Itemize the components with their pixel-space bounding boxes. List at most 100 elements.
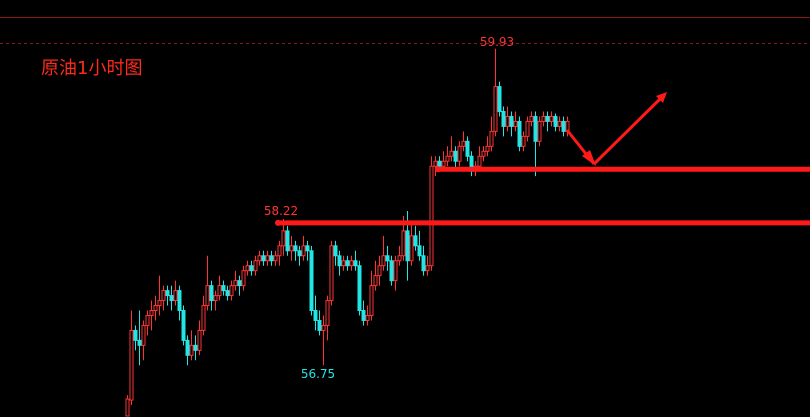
candle-body: [489, 130, 494, 147]
candle: [517, 116, 522, 152]
candle-body: [357, 265, 362, 312]
candle-body: [377, 265, 382, 277]
candle-body: [137, 339, 142, 346]
candle-body: [217, 285, 222, 297]
candle-body: [189, 344, 194, 356]
candle-body: [233, 280, 238, 287]
candle-body: [209, 285, 214, 302]
candle-body: [193, 344, 198, 351]
candle: [353, 250, 358, 271]
candle-body: [557, 120, 562, 127]
candle: [429, 156, 434, 271]
candle: [129, 310, 134, 406]
candle-body: [317, 319, 322, 331]
candle: [201, 295, 206, 336]
candle-body: [425, 265, 430, 272]
candle-body: [457, 145, 462, 162]
candle: [329, 240, 334, 306]
candle: [229, 280, 234, 301]
candle-body: [213, 295, 218, 302]
candle-body: [353, 260, 358, 267]
candle-body: [325, 300, 330, 326]
candle-body: [345, 260, 350, 267]
candle-body: [205, 285, 210, 307]
candle-body: [141, 324, 146, 346]
candle: [509, 111, 514, 137]
candle: [557, 116, 562, 132]
candle: [301, 235, 306, 261]
candle-body: [525, 120, 530, 137]
candle: [433, 156, 438, 177]
candle-body: [305, 245, 310, 252]
candle-body: [361, 310, 366, 321]
candle-body: [373, 275, 378, 287]
candle: [553, 113, 558, 132]
candle: [537, 116, 542, 147]
candle-body: [501, 110, 506, 127]
candle: [153, 295, 158, 321]
candle-body: [149, 310, 154, 316]
candle: [321, 315, 326, 366]
candle-body: [485, 145, 490, 152]
candle: [365, 305, 370, 326]
candle: [261, 250, 266, 266]
support-lines: [275, 166, 810, 226]
arrow-up-segment: [592, 95, 664, 166]
candle: [189, 330, 194, 361]
candle: [241, 265, 246, 291]
chart-title: 原油1小时图: [41, 58, 143, 79]
candle-body: [197, 329, 202, 351]
candle-body: [561, 120, 566, 132]
candle-body: [401, 230, 406, 257]
candle: [417, 230, 422, 261]
candle: [465, 136, 470, 162]
candle-body: [341, 260, 346, 267]
candle: [225, 285, 230, 301]
candle: [529, 111, 534, 127]
candle: [497, 81, 502, 117]
candle: [449, 136, 454, 162]
candle: [245, 260, 250, 276]
candle: [317, 310, 322, 336]
candle-body: [429, 165, 434, 267]
candle-body: [465, 140, 470, 157]
candle-body: [289, 245, 294, 252]
candle-body: [253, 260, 258, 272]
candle: [269, 250, 274, 266]
candle-body: [273, 255, 278, 262]
candle: [125, 395, 130, 417]
candle: [421, 245, 426, 276]
candle-body: [433, 160, 438, 167]
candle: [385, 245, 390, 271]
candle-body: [497, 86, 502, 112]
candle: [165, 285, 170, 306]
candles-group: [125, 48, 570, 417]
candle-body: [493, 86, 498, 132]
candle-body: [513, 120, 518, 127]
candle: [309, 245, 314, 316]
candle-body: [369, 285, 374, 316]
candle-body: [437, 160, 442, 167]
candle-body: [533, 115, 538, 142]
candle: [221, 280, 226, 296]
candle-body: [297, 250, 302, 257]
candle: [137, 310, 142, 366]
candle-body: [285, 230, 290, 252]
candle-body: [517, 120, 522, 147]
candle: [345, 255, 350, 271]
candle: [173, 280, 178, 306]
forecast-arrow: [565, 92, 667, 166]
candle-body: [453, 150, 458, 162]
mid-price-label: 58.22: [264, 204, 298, 218]
candle-body: [461, 140, 466, 147]
candle: [285, 225, 290, 256]
candle-body: [537, 120, 542, 142]
candle: [409, 220, 414, 266]
candle: [169, 285, 174, 311]
candle: [397, 245, 402, 266]
candle: [325, 295, 330, 341]
candle-body: [185, 339, 190, 356]
candle-body: [389, 260, 394, 282]
high-price-label: 59.93: [480, 35, 514, 49]
low-price-label: 56.75: [301, 367, 335, 381]
